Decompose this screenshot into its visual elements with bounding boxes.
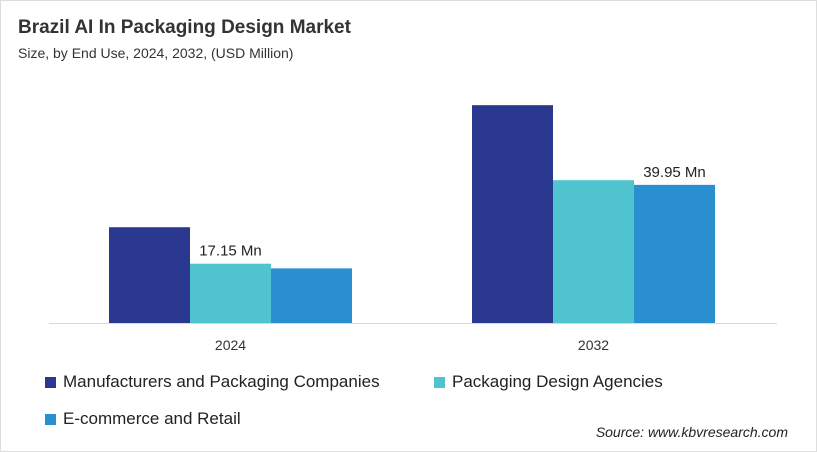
bar-2032-series-2 bbox=[634, 184, 715, 323]
chart-title: Brazil AI In Packaging Design Market bbox=[18, 17, 351, 38]
legend-swatch bbox=[434, 376, 445, 388]
legend-label: E-commerce and Retail bbox=[63, 409, 241, 428]
data-label: 39.95 Mn bbox=[643, 164, 706, 181]
data-label: 17.15 Mn bbox=[199, 243, 262, 260]
chart-subtitle: Size, by End Use, 2024, 2032, (USD Milli… bbox=[18, 45, 294, 61]
source-note: Source: www.kbvresearch.com bbox=[595, 424, 788, 440]
legend-label: Manufacturers and Packaging Companies bbox=[63, 372, 380, 391]
x-tick-label: 2032 bbox=[578, 337, 609, 353]
bar-2024-series-1 bbox=[190, 263, 271, 323]
legend-item-ecommerce: E-commerce and Retail bbox=[45, 409, 241, 429]
x-tick-label: 2024 bbox=[215, 337, 246, 353]
legend-swatch bbox=[45, 376, 56, 388]
legend-swatch bbox=[45, 413, 56, 425]
legend-label: Packaging Design Agencies bbox=[452, 372, 663, 391]
legend-item-agencies: Packaging Design Agencies bbox=[434, 372, 663, 392]
bar-2024-series-0 bbox=[109, 227, 190, 323]
bar-2032-series-0 bbox=[472, 105, 553, 323]
bar-2024-series-2 bbox=[271, 268, 352, 323]
legend-item-manufacturers: Manufacturers and Packaging Companies bbox=[45, 372, 380, 392]
bar-2032-series-1 bbox=[553, 180, 634, 323]
